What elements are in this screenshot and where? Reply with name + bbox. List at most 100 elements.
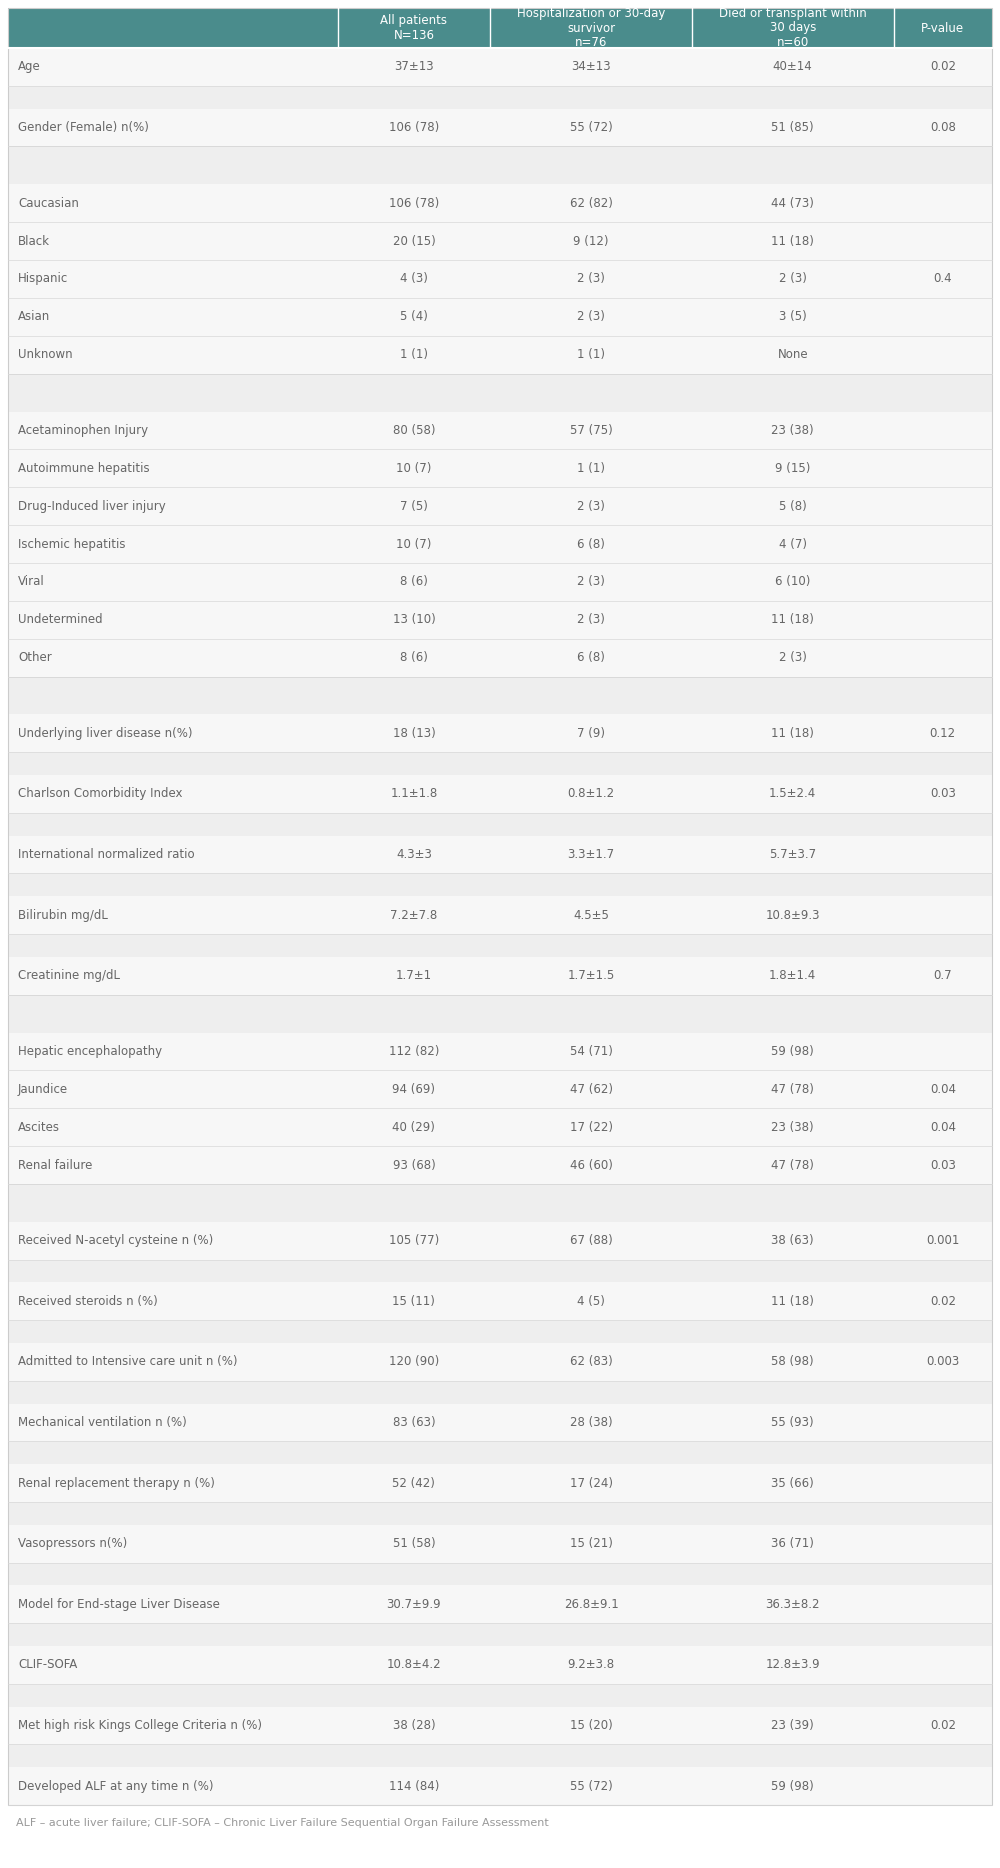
Text: 2 (3): 2 (3) [577, 273, 605, 286]
Text: Hospitalization or 30-day
survivor
n=76: Hospitalization or 30-day survivor n=76 [517, 6, 665, 49]
Bar [8, 525, 992, 562]
Text: 6 (8): 6 (8) [577, 538, 605, 551]
Text: 2 (3): 2 (3) [779, 652, 807, 665]
Text: 0.04: 0.04 [930, 1083, 956, 1097]
Text: 10.8±9.3: 10.8±9.3 [765, 908, 820, 921]
Bar [8, 1564, 992, 1586]
Text: 67 (88): 67 (88) [570, 1235, 612, 1248]
Text: 47 (78): 47 (78) [771, 1158, 814, 1171]
Text: 8 (6): 8 (6) [400, 575, 428, 588]
Text: 35 (66): 35 (66) [771, 1476, 814, 1489]
Text: 114 (84): 114 (84) [389, 1780, 439, 1793]
Bar [8, 1465, 992, 1502]
Text: 5.7±3.7: 5.7±3.7 [769, 848, 816, 861]
Text: 6 (8): 6 (8) [577, 652, 605, 665]
Bar [8, 1380, 992, 1403]
Bar [8, 336, 992, 374]
Text: 3 (5): 3 (5) [779, 310, 807, 323]
Text: 0.02: 0.02 [930, 1719, 956, 1732]
Bar [8, 994, 992, 1033]
Text: 2 (3): 2 (3) [779, 273, 807, 286]
Bar [8, 1108, 992, 1147]
Text: 37±13: 37±13 [394, 60, 434, 73]
Text: 34±13: 34±13 [571, 60, 611, 73]
Text: 51 (85): 51 (85) [771, 121, 814, 134]
Text: Model for End-stage Liver Disease: Model for End-stage Liver Disease [18, 1597, 220, 1610]
Text: Bilirubin mg/dL: Bilirubin mg/dL [18, 908, 108, 921]
Text: 18 (13): 18 (13) [393, 727, 435, 740]
Text: Gender (Female) n(%): Gender (Female) n(%) [18, 121, 149, 134]
Bar [8, 108, 992, 146]
Text: 54 (71): 54 (71) [570, 1044, 612, 1057]
Text: 80 (58): 80 (58) [393, 424, 435, 437]
Text: 7.2±7.8: 7.2±7.8 [390, 908, 438, 921]
Bar [8, 813, 992, 835]
Text: 44 (73): 44 (73) [771, 196, 814, 209]
Text: 3.3±1.7: 3.3±1.7 [567, 848, 615, 861]
Bar [8, 1707, 992, 1745]
Text: Other: Other [18, 652, 52, 665]
Bar [8, 450, 992, 488]
Text: 0.02: 0.02 [930, 60, 956, 73]
Text: 0.12: 0.12 [930, 727, 956, 740]
Text: 23 (38): 23 (38) [771, 1121, 814, 1134]
Text: 6 (10): 6 (10) [775, 575, 810, 588]
Text: 5 (8): 5 (8) [779, 499, 807, 512]
Text: Creatinine mg/dL: Creatinine mg/dL [18, 969, 120, 983]
Text: International normalized ratio: International normalized ratio [18, 848, 195, 861]
Text: 93 (68): 93 (68) [393, 1158, 435, 1171]
Bar [8, 488, 992, 525]
Text: 55 (93): 55 (93) [771, 1416, 814, 1429]
Text: Received N-acetyl cysteine n (%): Received N-acetyl cysteine n (%) [18, 1235, 213, 1248]
Text: Renal replacement therapy n (%): Renal replacement therapy n (%) [18, 1476, 215, 1489]
Bar [8, 1586, 992, 1623]
Bar [8, 1343, 992, 1380]
Text: 11 (18): 11 (18) [771, 1295, 814, 1308]
Text: Charlson Comorbidity Index: Charlson Comorbidity Index [18, 788, 182, 801]
Text: 55 (72): 55 (72) [570, 121, 612, 134]
Text: 1 (1): 1 (1) [577, 347, 605, 361]
Text: Unknown: Unknown [18, 347, 73, 361]
Text: Died or transplant within
30 days
n=60: Died or transplant within 30 days n=60 [719, 6, 867, 49]
Text: 112 (82): 112 (82) [389, 1044, 439, 1057]
Text: 9 (12): 9 (12) [573, 235, 609, 248]
Text: 59 (98): 59 (98) [771, 1780, 814, 1793]
Text: 10 (7): 10 (7) [396, 538, 432, 551]
Bar [8, 260, 992, 297]
Text: 2 (3): 2 (3) [577, 613, 605, 626]
Text: Admitted to Intensive care unit n (%): Admitted to Intensive care unit n (%) [18, 1356, 238, 1369]
Bar [8, 1524, 992, 1564]
Bar [8, 874, 992, 897]
Text: 7 (9): 7 (9) [577, 727, 605, 740]
Text: CLIF-SOFA: CLIF-SOFA [18, 1659, 77, 1672]
Text: Jaundice: Jaundice [18, 1083, 68, 1097]
Text: 57 (75): 57 (75) [570, 424, 612, 437]
Bar [8, 86, 992, 108]
Text: 1.7±1: 1.7±1 [396, 969, 432, 983]
Text: 1.1±1.8: 1.1±1.8 [390, 788, 438, 801]
Bar [8, 49, 992, 86]
Text: 9 (15): 9 (15) [775, 461, 810, 474]
Text: ALF – acute liver failure; CLIF-SOFA – Chronic Liver Failure Sequential Organ Fa: ALF – acute liver failure; CLIF-SOFA – C… [16, 1818, 549, 1829]
Bar [8, 897, 992, 934]
Text: 106 (78): 106 (78) [389, 196, 439, 209]
Text: 0.8±1.2: 0.8±1.2 [567, 788, 615, 801]
Text: Hepatic encephalopathy: Hepatic encephalopathy [18, 1044, 162, 1057]
Text: Caucasian: Caucasian [18, 196, 79, 209]
Text: 11 (18): 11 (18) [771, 613, 814, 626]
Text: Mechanical ventilation n (%): Mechanical ventilation n (%) [18, 1416, 187, 1429]
Text: All patients
N=136: All patients N=136 [380, 13, 447, 41]
Text: 15 (11): 15 (11) [392, 1295, 435, 1308]
Text: 2 (3): 2 (3) [577, 575, 605, 588]
Bar [8, 639, 992, 676]
Bar [8, 7, 992, 49]
Bar [8, 185, 992, 222]
Text: 1 (1): 1 (1) [400, 347, 428, 361]
Text: 0.001: 0.001 [926, 1235, 959, 1248]
Text: Ischemic hepatitis: Ischemic hepatitis [18, 538, 126, 551]
Text: 11 (18): 11 (18) [771, 727, 814, 740]
Text: 10 (7): 10 (7) [396, 461, 432, 474]
Text: 17 (24): 17 (24) [570, 1476, 613, 1489]
Bar [8, 1222, 992, 1259]
Bar [8, 714, 992, 753]
